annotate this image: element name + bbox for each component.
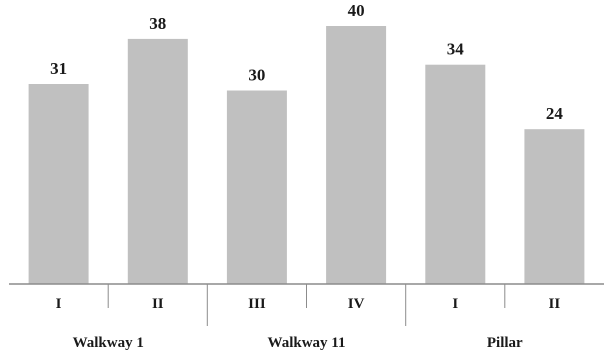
category-label: I bbox=[452, 296, 458, 312]
bar bbox=[425, 64, 486, 284]
category-label: II bbox=[549, 296, 561, 312]
category-label: III bbox=[248, 296, 266, 312]
data-label: 24 bbox=[546, 104, 564, 123]
x-axis bbox=[9, 283, 604, 326]
data-label: 30 bbox=[248, 66, 265, 85]
group-label: Walkway 1 bbox=[73, 335, 144, 351]
bar bbox=[524, 129, 585, 284]
group-label: Walkway 11 bbox=[268, 335, 346, 351]
group-label: Pillar bbox=[487, 335, 523, 351]
data-label: 31 bbox=[50, 59, 67, 78]
bar bbox=[226, 90, 287, 284]
bar bbox=[326, 26, 387, 284]
bar bbox=[127, 38, 188, 285]
bar bbox=[28, 84, 89, 284]
category-label: I bbox=[56, 296, 62, 312]
category-label: IV bbox=[348, 296, 365, 312]
data-label: 34 bbox=[447, 40, 465, 59]
data-label: 38 bbox=[149, 14, 166, 33]
category-label: II bbox=[152, 296, 164, 312]
bars-layer bbox=[28, 26, 585, 285]
data-label: 40 bbox=[348, 1, 365, 20]
